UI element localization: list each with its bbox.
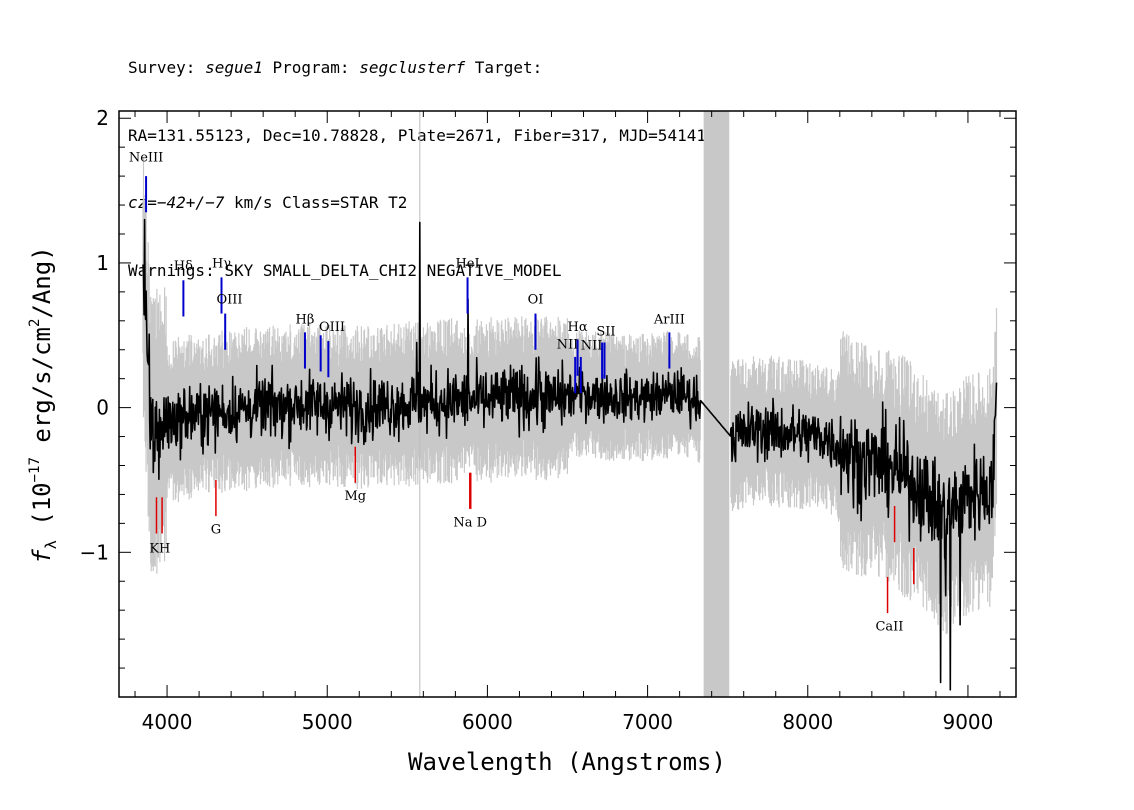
program-label: Program: [262, 58, 360, 77]
y-axis-close: /Ang) [28, 246, 56, 318]
y-tick-label: 1 [96, 251, 109, 275]
survey-label: Survey: [128, 58, 206, 77]
x-tick-label: 5000 [302, 710, 353, 734]
y-axis-units: erg/s/cm [28, 327, 56, 457]
axes-frame [118, 110, 1017, 698]
emission-line-label-5: OIII [319, 320, 345, 335]
spectrum-header: Survey: segue1 Program: segclusterf Targ… [128, 12, 706, 305]
header-line-survey: Survey: segue1 Program: segclusterf Targ… [128, 57, 706, 80]
axis-ticks: 4000 5000 6000 7000 8000 9000 −1 0 1 2 [80, 106, 1016, 734]
y-tick-label: 2 [96, 106, 109, 130]
header-line-coordinates: RA=131.55123, Dec=10.78828, Plate=2671, … [128, 125, 706, 145]
absorption-line-label-2: Mg [344, 489, 366, 504]
emission-line-label-2: Hγ [212, 256, 231, 271]
x-tick-label: 6000 [462, 710, 513, 734]
emission-line-label-4: Hβ [296, 313, 315, 328]
y-axis-subscript: λ [42, 540, 60, 549]
absorption-line-label-0: KH [149, 541, 170, 556]
emission-line-label-3: OIII [216, 292, 242, 307]
y-axis-open: (10 [28, 482, 56, 540]
x-tick-label: 4000 [142, 710, 193, 734]
y-axis-exponent: −17 [27, 457, 43, 482]
y-tick-label: 0 [96, 396, 109, 420]
target-label: Target: [465, 58, 543, 77]
emission-line-label-11: SII [596, 324, 615, 339]
absorption-line-label-4: CaII [875, 619, 903, 634]
x-axis-title: Wavelength (Angstroms) [408, 748, 726, 776]
y-tick-label: −1 [80, 540, 109, 564]
x-tick-label: 7000 [622, 710, 673, 734]
emission-line-label-1: Hδ [174, 259, 193, 274]
absorption-line-label-3: Na D [453, 515, 487, 530]
plot-frame [118, 110, 1017, 698]
flux-curve [142, 218, 998, 691]
emission-line-label-10: NII [581, 339, 603, 354]
emission-line-label-9: Hα [568, 320, 588, 335]
x-tick-label: 9000 [942, 710, 993, 734]
flux-layer [142, 218, 998, 691]
x-tick-label: 8000 [782, 710, 833, 734]
absorption-line-label-1: G [211, 522, 221, 537]
emission-line-label-0: NeIII [129, 151, 163, 166]
emission-line-label-6: HeI [455, 256, 479, 271]
y-axis-title: fλ (10−17 erg/s/cm2/Ang) [27, 246, 60, 563]
survey-value: segue1 [205, 58, 263, 77]
masked-region [703, 111, 730, 697]
emission-line-label-8: NII [557, 337, 579, 352]
emission-line-label-7: OI [528, 292, 544, 307]
emission-line-label-12: ArIII [653, 313, 685, 328]
class-text: km/s Class=STAR T2 [224, 193, 408, 212]
program-value: segclusterf [359, 58, 466, 77]
masked-region-layer [703, 111, 730, 697]
cz-value: =−42+/−7 [147, 193, 225, 212]
y-axis-square: 2 [27, 319, 43, 327]
y-axis-symbol: f [28, 549, 56, 564]
